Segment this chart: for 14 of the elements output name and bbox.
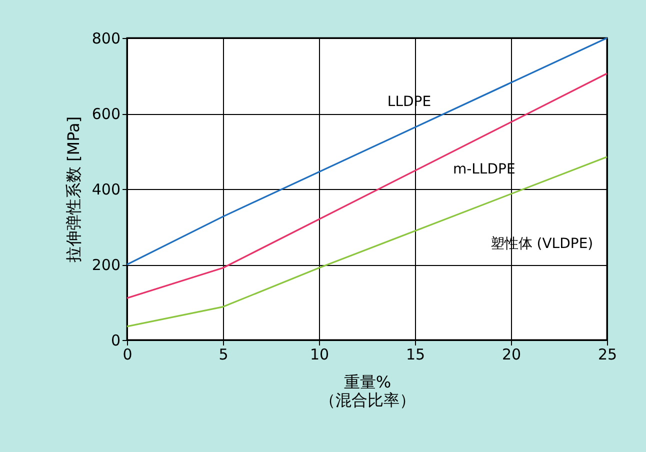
x-tick-label: 5 (218, 346, 228, 364)
x-tick-label: 20 (502, 346, 522, 364)
y-axis-title: 拉伸弹性系数 [MPa] (64, 116, 83, 263)
y-tick-label: 400 (92, 180, 120, 198)
x-tick-label: 10 (310, 346, 330, 364)
y-tick-label: 600 (92, 105, 120, 123)
x-tick-label: 15 (406, 346, 426, 364)
line-series (126, 156, 608, 328)
y-tick-label: 0 (110, 332, 120, 350)
x-axis-title: 重量% （混合比率） (320, 372, 416, 410)
y-tick-label: 200 (92, 256, 120, 274)
y-tick-label: 800 (92, 30, 120, 48)
x-tick-label: 25 (598, 346, 618, 364)
x-tick-label: 0 (122, 346, 132, 364)
